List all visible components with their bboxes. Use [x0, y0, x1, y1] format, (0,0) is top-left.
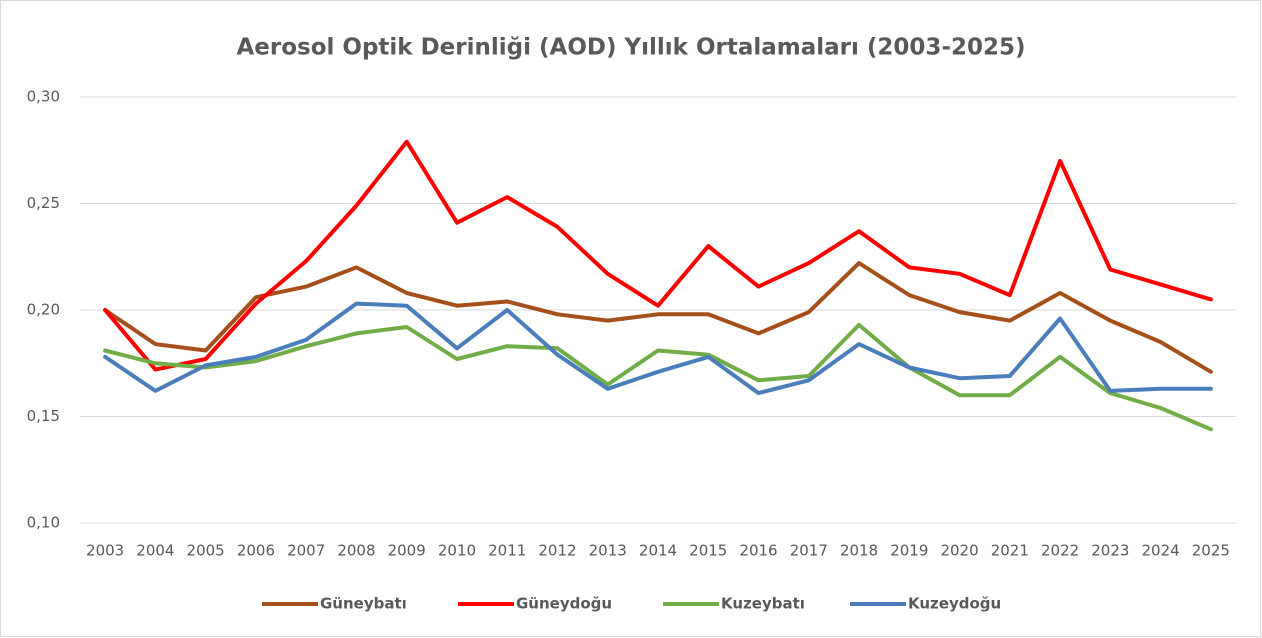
y-tick-label: 0,10 [27, 514, 60, 532]
x-tick-label: 2004 [136, 542, 174, 560]
x-tick-label: 2024 [1142, 542, 1180, 560]
x-tick-label: 2007 [287, 542, 325, 560]
series-line [103, 322, 1213, 432]
x-tick-label: 2013 [589, 542, 627, 560]
x-tick-label: 2020 [940, 542, 978, 560]
x-tick-label: 2014 [639, 542, 677, 560]
x-tick-label: 2019 [890, 542, 928, 560]
y-tick-label: 0,20 [27, 301, 60, 319]
x-tick-label: 2015 [689, 542, 727, 560]
legend-label: Kuzeydoğu [908, 595, 1001, 613]
x-tick-label: 2017 [790, 542, 828, 560]
x-tick-label: 2021 [991, 542, 1029, 560]
x-tick-label: 2023 [1091, 542, 1129, 560]
x-tick-label: 2018 [840, 542, 878, 560]
legend-label: Güneydoğu [516, 595, 612, 613]
x-tick-label: 2009 [388, 542, 426, 560]
legend-label: Kuzeybatı [721, 595, 805, 613]
x-tick-label: 2025 [1192, 542, 1230, 560]
x-tick-label: 2012 [538, 542, 576, 560]
y-tick-label: 0,25 [27, 194, 60, 212]
y-tick-label: 0,30 [27, 88, 60, 106]
series-line [103, 261, 1213, 374]
x-tick-label: 2022 [1041, 542, 1079, 560]
series-line [103, 301, 1213, 396]
x-tick-label: 2003 [86, 542, 124, 560]
legend-label: Güneybatı [320, 595, 407, 613]
x-tick-label: 2016 [739, 542, 777, 560]
x-tick-label: 2011 [488, 542, 526, 560]
x-tick-label: 2010 [438, 542, 476, 560]
x-tick-label: 2006 [237, 542, 275, 560]
series-line [103, 139, 1213, 372]
chart-title: Aerosol Optik Derinliği (AOD) Yıllık Ort… [236, 35, 1025, 61]
x-tick-label: 2005 [187, 542, 225, 560]
x-tick-label: 2008 [337, 542, 375, 560]
y-tick-label: 0,15 [27, 407, 60, 425]
